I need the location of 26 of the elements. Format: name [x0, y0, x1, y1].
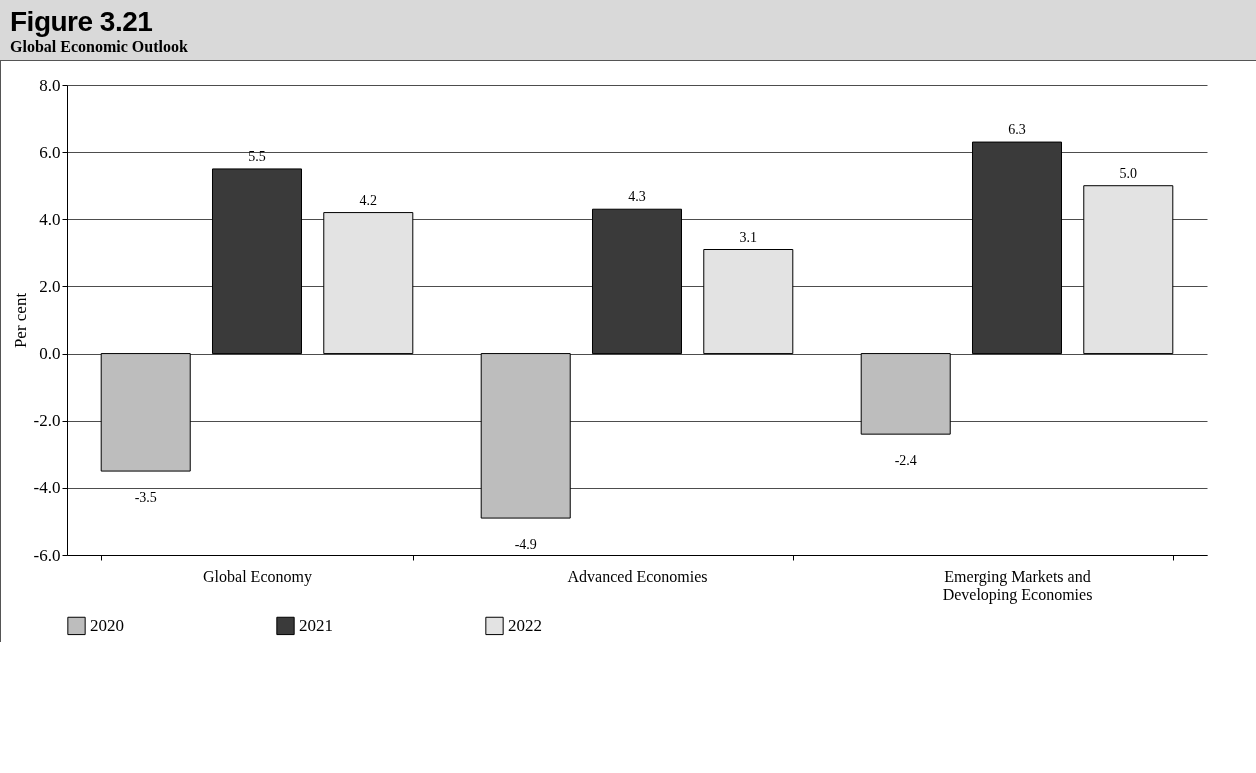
data-label: 4.2 — [359, 192, 378, 208]
y-axis-title: Per cent — [10, 292, 30, 349]
data-label: -4.9 — [514, 537, 537, 553]
x-tick-label: Emerging Markets and Developing Economies — [942, 567, 1093, 604]
data-label: 6.3 — [1008, 122, 1026, 138]
chart-title: Figure 3.21 — [10, 6, 154, 38]
y-tick-label: -6.0 — [33, 545, 61, 565]
y-tick-label: 4.0 — [39, 209, 61, 229]
data-label: 3.1 — [739, 229, 758, 245]
data-label: 5.0 — [1119, 165, 1138, 181]
x-tick-label: Advanced Economies — [567, 567, 708, 585]
legend-label: 2022 — [508, 615, 542, 635]
y-tick-label: 8.0 — [39, 75, 61, 95]
legend-label: 2021 — [299, 615, 333, 635]
y-tick-label: 6.0 — [39, 142, 61, 162]
data-label: 4.3 — [628, 189, 646, 205]
y-tick-label: -4.0 — [33, 478, 61, 498]
x-tick-label: Global Economy — [203, 567, 312, 586]
data-label: -3.5 — [134, 490, 157, 506]
chart-subtitle: Global Economic Outlook — [10, 38, 189, 56]
data-label: -2.4 — [894, 453, 917, 469]
legend-label: 2020 — [90, 615, 124, 635]
y-tick-label: -2.0 — [33, 411, 61, 431]
y-tick-label: 0.0 — [39, 344, 61, 364]
data-label: 5.5 — [248, 148, 266, 164]
y-tick-label: 2.0 — [39, 276, 61, 296]
